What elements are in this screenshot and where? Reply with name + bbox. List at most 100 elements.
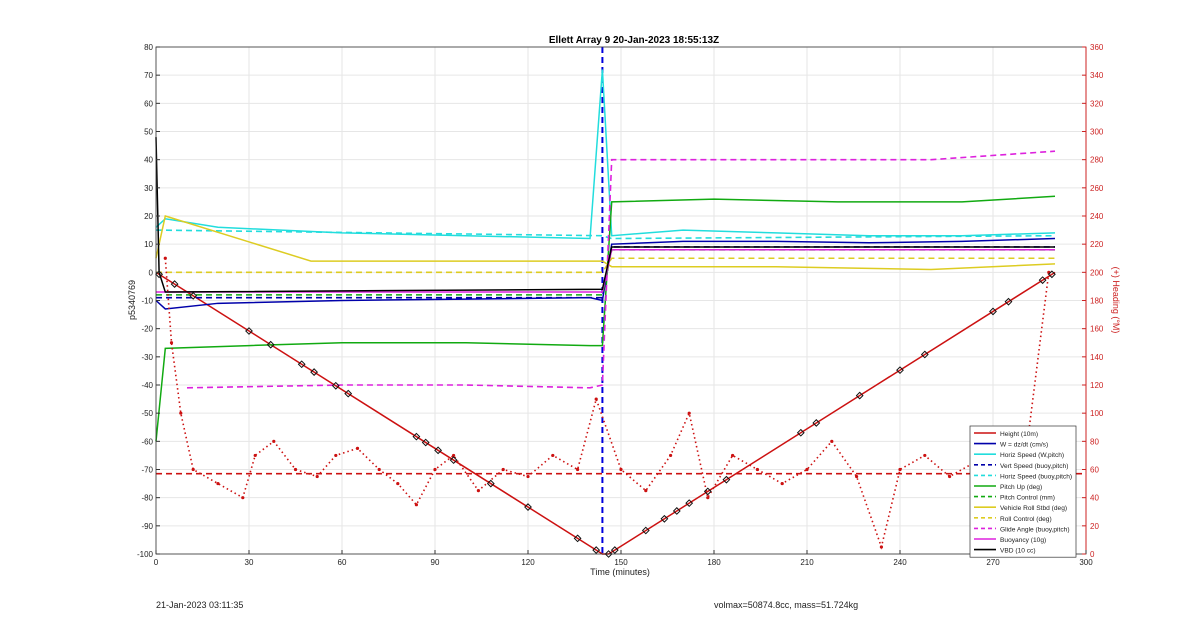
series-roll-control-deg <box>156 257 1055 274</box>
axes: 0 30 60 90 120 150 180 210 240 270 300-100-90-80-7… <box>137 43 1104 567</box>
heading-point <box>731 453 735 458</box>
y-tick-label: -90 <box>141 522 153 531</box>
x-tick-label: 120 <box>521 558 535 567</box>
y2-tick-label: 220 <box>1090 240 1104 249</box>
dive-marker <box>610 546 619 554</box>
y2-tick-label: 80 <box>1090 437 1099 446</box>
series-vehicle-roll-stbd-deg <box>155 215 1056 271</box>
y-tick-label: 30 <box>144 184 153 193</box>
legend-entry: Height (10m) <box>1000 431 1038 438</box>
dive-marker <box>310 368 319 376</box>
dive-marker <box>1047 270 1056 279</box>
x-tick-label: 0 <box>154 558 159 567</box>
legend: Height (10m) W = dz/dt (cm/s) Horiz Speed … <box>969 425 1077 558</box>
legend-entry: Horiz Speed (W,pitch) <box>1000 452 1064 459</box>
y2-axis-label: (+) Heading (°M) <box>1111 267 1121 334</box>
series-glide-angle-buoy-pitch <box>186 150 1056 389</box>
heading-point <box>644 489 648 493</box>
dive-marker <box>592 546 601 554</box>
dive-marker <box>641 526 650 535</box>
dive-marker <box>722 475 731 484</box>
legend-entry: Pitch Control (mm) <box>1000 495 1055 502</box>
y-tick-label: -20 <box>141 325 153 334</box>
dive-marker <box>1038 276 1047 285</box>
series-w-dz-dt-cm-s <box>155 237 1056 310</box>
dive-marker <box>486 479 495 488</box>
legend-entry: Glide Angle (buoy,pitch) <box>1000 526 1070 533</box>
legend-entry: Pitch Up (deg) <box>1000 484 1042 491</box>
heading-point <box>179 411 183 415</box>
y-tick-label: 80 <box>144 43 153 52</box>
series-layer <box>155 47 1086 558</box>
dive-marker <box>604 550 613 558</box>
legend-entry: Vert Speed (buoy,pitch) <box>1000 463 1068 470</box>
legend-entry: Buoyancy (10g) <box>1000 537 1046 544</box>
y2-tick-label: 60 <box>1090 466 1099 475</box>
series-horiz-speed-w-pitch <box>155 69 1056 240</box>
x-tick-label: 90 <box>431 558 440 567</box>
y2-tick-label: 260 <box>1090 184 1104 193</box>
dive-marker <box>170 280 179 288</box>
heading-trace <box>164 258 1050 550</box>
y-tick-label: 10 <box>144 240 153 249</box>
legend-entry: Roll Control (deg) <box>1000 516 1052 523</box>
dive-marker <box>685 499 694 508</box>
dive-marker <box>412 432 421 441</box>
dive-marker <box>524 503 532 511</box>
y-tick-label: 20 <box>144 212 153 221</box>
y-tick-label: -10 <box>141 297 153 306</box>
legend-entry: Horiz Speed (buoy,pitch) <box>1000 473 1072 480</box>
series-horiz-speed-buoy-pitch <box>155 229 1056 240</box>
dive-marker <box>812 419 821 427</box>
y-tick-label: -50 <box>141 409 153 418</box>
y-tick-label: -100 <box>137 550 154 559</box>
y2-tick-label: 140 <box>1090 353 1104 362</box>
y2-tick-label: 40 <box>1090 494 1099 503</box>
y-tick-label: -30 <box>141 353 153 362</box>
y-tick-label: -60 <box>141 437 153 446</box>
y-tick-label: 0 <box>149 268 154 277</box>
x-tick-label: 180 <box>707 558 721 567</box>
y-tick-label: 70 <box>144 71 153 80</box>
chart-title: Ellett Array 9 20-Jan-2023 18:55:13Z <box>549 35 719 46</box>
x-tick-label: 210 <box>800 558 814 567</box>
heading-point <box>576 467 580 472</box>
grid-lines <box>155 46 1087 555</box>
dive-marker <box>421 438 430 447</box>
dive-marker <box>434 446 443 455</box>
dive-marker <box>297 360 306 369</box>
legend-entry: VBD (10 cc) <box>1000 548 1036 555</box>
y-tick-label: 60 <box>144 99 153 108</box>
dive-marker <box>660 514 669 523</box>
dive-marker <box>266 340 275 349</box>
y-tick-label: 50 <box>144 128 153 137</box>
dive-marker <box>855 391 864 400</box>
dive-marker <box>245 327 253 335</box>
footer-stats: volmax=50874.8cc, mass=51.724kg <box>714 600 859 610</box>
y-tick-label: -80 <box>141 494 153 503</box>
dive-marker <box>189 291 198 300</box>
y2-tick-label: 120 <box>1090 381 1104 390</box>
y-axis-label: p5340769 <box>127 280 137 320</box>
y2-tick-label: 240 <box>1090 212 1104 221</box>
dive-marker <box>703 487 712 496</box>
y2-tick-label: 20 <box>1090 522 1099 531</box>
dive-marker <box>796 428 805 437</box>
x-tick-label: 300 <box>1079 558 1093 567</box>
y-tick-label: -40 <box>141 381 153 390</box>
legend-entry: W = dz/dt (cm/s) <box>1000 442 1048 449</box>
dive-marker <box>331 381 340 390</box>
y2-tick-label: 100 <box>1090 409 1104 418</box>
y2-tick-label: 280 <box>1090 156 1104 165</box>
dive-marker <box>344 389 353 398</box>
x-tick-label: 240 <box>893 558 907 567</box>
footer-timestamp: 21-Jan-2023 03:11:35 <box>156 600 244 610</box>
y2-tick-label: 320 <box>1090 99 1104 108</box>
dive-marker <box>1004 297 1013 306</box>
x-axis-label: Time (minutes) <box>590 567 650 577</box>
dive-marker <box>989 307 997 316</box>
dive-marker <box>672 507 681 515</box>
legend-entry: Vehicle Roll Stbd (deg) <box>1000 505 1067 512</box>
series-vbd-10-cc <box>155 137 1055 293</box>
dive-marker <box>449 456 458 465</box>
